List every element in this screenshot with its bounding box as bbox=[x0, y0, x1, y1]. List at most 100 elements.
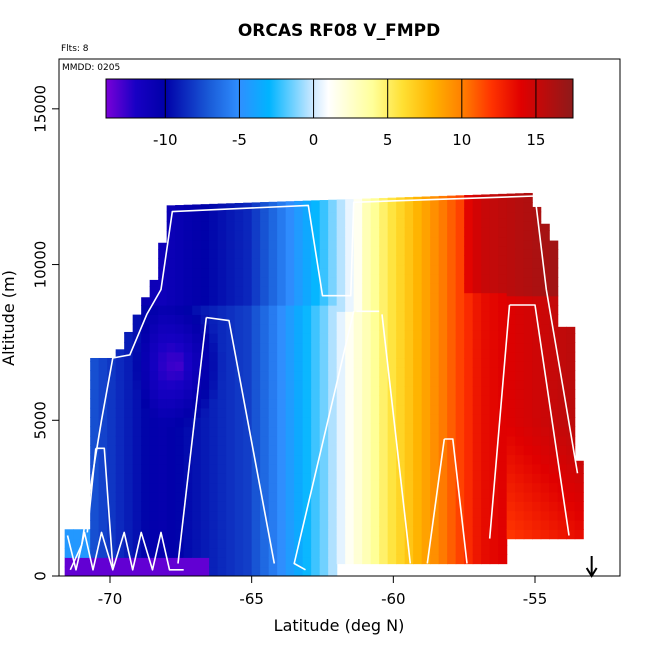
heatmap-cell bbox=[158, 379, 168, 390]
heatmap-cell bbox=[107, 435, 117, 446]
heatmap-cell bbox=[506, 379, 516, 390]
heatmap-cell bbox=[413, 217, 423, 228]
heatmap-cell bbox=[226, 286, 236, 297]
heatmap-cell bbox=[549, 342, 559, 353]
heatmap-cell bbox=[234, 491, 244, 502]
heatmap-cell bbox=[234, 538, 244, 549]
heatmap-cell bbox=[183, 286, 193, 297]
heatmap-cell bbox=[226, 473, 236, 484]
heatmap-cell bbox=[370, 348, 380, 359]
heatmap-cell bbox=[404, 264, 414, 275]
heatmap-cell bbox=[404, 460, 414, 471]
heatmap-cell bbox=[557, 473, 567, 484]
heatmap-cell bbox=[387, 507, 397, 518]
heatmap-cell bbox=[379, 301, 389, 312]
heatmap-cell bbox=[217, 519, 227, 530]
heatmap-cell bbox=[166, 445, 176, 456]
heatmap-cell bbox=[311, 407, 321, 418]
heatmap-cell bbox=[549, 305, 559, 315]
heatmap-cell bbox=[243, 211, 253, 222]
heatmap-cell bbox=[302, 445, 312, 456]
heatmap-cell bbox=[98, 454, 108, 465]
heatmap-cell bbox=[132, 435, 142, 446]
heatmap-cell bbox=[447, 264, 457, 275]
heatmap-cell bbox=[396, 395, 406, 406]
heatmap-cell bbox=[200, 398, 210, 409]
heatmap-cell bbox=[124, 417, 134, 428]
heatmap-cell bbox=[379, 423, 389, 434]
heatmap-cell bbox=[226, 557, 236, 568]
heatmap-cell bbox=[506, 342, 516, 353]
heatmap-cell bbox=[192, 370, 202, 381]
heatmap-cell bbox=[421, 414, 431, 424]
heatmap-cell bbox=[523, 417, 533, 428]
heatmap-cell bbox=[328, 463, 338, 474]
heatmap-cell bbox=[421, 329, 431, 340]
heatmap-cell bbox=[532, 454, 542, 465]
heatmap-cell bbox=[404, 245, 414, 256]
heatmap-cell bbox=[438, 339, 448, 350]
colorbar-tick-label: 0 bbox=[309, 131, 319, 149]
heatmap-cell bbox=[472, 479, 482, 490]
heatmap-cell bbox=[549, 482, 559, 493]
heatmap-cell bbox=[285, 370, 295, 381]
heatmap-cell bbox=[438, 367, 448, 378]
heatmap-cell bbox=[455, 404, 465, 415]
heatmap-cell bbox=[540, 323, 550, 334]
heatmap-cell bbox=[277, 323, 287, 334]
heatmap-cell bbox=[345, 329, 355, 340]
heatmap-cell bbox=[345, 376, 355, 387]
heatmap-cell bbox=[430, 516, 440, 527]
heatmap-cell bbox=[175, 258, 185, 269]
heatmap-cell bbox=[472, 460, 482, 471]
heatmap-cell bbox=[515, 342, 525, 353]
heatmap-cell bbox=[472, 199, 482, 210]
heatmap-cell bbox=[166, 510, 176, 521]
heatmap-cell bbox=[574, 519, 584, 530]
heatmap-cell bbox=[523, 192, 533, 203]
heatmap-cell bbox=[124, 501, 134, 512]
heatmap-cell bbox=[268, 463, 278, 474]
heatmap-cell bbox=[515, 463, 525, 474]
heatmap-cell bbox=[226, 370, 236, 381]
flight-track-profile bbox=[95, 447, 114, 567]
heatmap-cell bbox=[421, 498, 431, 509]
heatmap-cell bbox=[421, 404, 431, 415]
heatmap-cell bbox=[540, 389, 550, 400]
heatmap-cell bbox=[149, 445, 159, 456]
heatmap-cell bbox=[251, 333, 261, 344]
heatmap-cell bbox=[90, 389, 100, 400]
heatmap-cell bbox=[336, 442, 346, 453]
heatmap-cell bbox=[362, 264, 372, 275]
heatmap-cell bbox=[251, 407, 261, 418]
heatmap-cell bbox=[404, 386, 414, 396]
heatmap-cell bbox=[387, 423, 397, 434]
heatmap-cell bbox=[557, 342, 567, 353]
heatmap-cell bbox=[515, 370, 525, 381]
heatmap-cell bbox=[387, 245, 397, 256]
heatmap-cell bbox=[464, 498, 474, 509]
heatmap-cell bbox=[268, 501, 278, 512]
heatmap-cell bbox=[294, 200, 304, 203]
heatmap-cell bbox=[251, 491, 261, 502]
heatmap-cell bbox=[217, 463, 227, 474]
heatmap-cell bbox=[124, 407, 134, 418]
heatmap-cell bbox=[234, 305, 244, 315]
heatmap-cell bbox=[243, 267, 253, 278]
heatmap-cell bbox=[472, 516, 482, 527]
heatmap-cell bbox=[217, 342, 227, 353]
heatmap-cell bbox=[472, 376, 482, 387]
heatmap-cell bbox=[481, 516, 491, 527]
heatmap-cell bbox=[98, 426, 108, 437]
heatmap-cell bbox=[455, 376, 465, 387]
heatmap-cell bbox=[175, 482, 185, 493]
heatmap-cell bbox=[430, 357, 440, 368]
heatmap-cell bbox=[183, 323, 193, 334]
heatmap-cell bbox=[566, 333, 576, 344]
heatmap-cell bbox=[430, 535, 440, 546]
heatmap-cell bbox=[557, 333, 567, 344]
heatmap-cell bbox=[158, 435, 168, 446]
heatmap-cell bbox=[251, 426, 261, 437]
heatmap-cell bbox=[421, 451, 431, 462]
heatmap-cell bbox=[362, 283, 372, 294]
